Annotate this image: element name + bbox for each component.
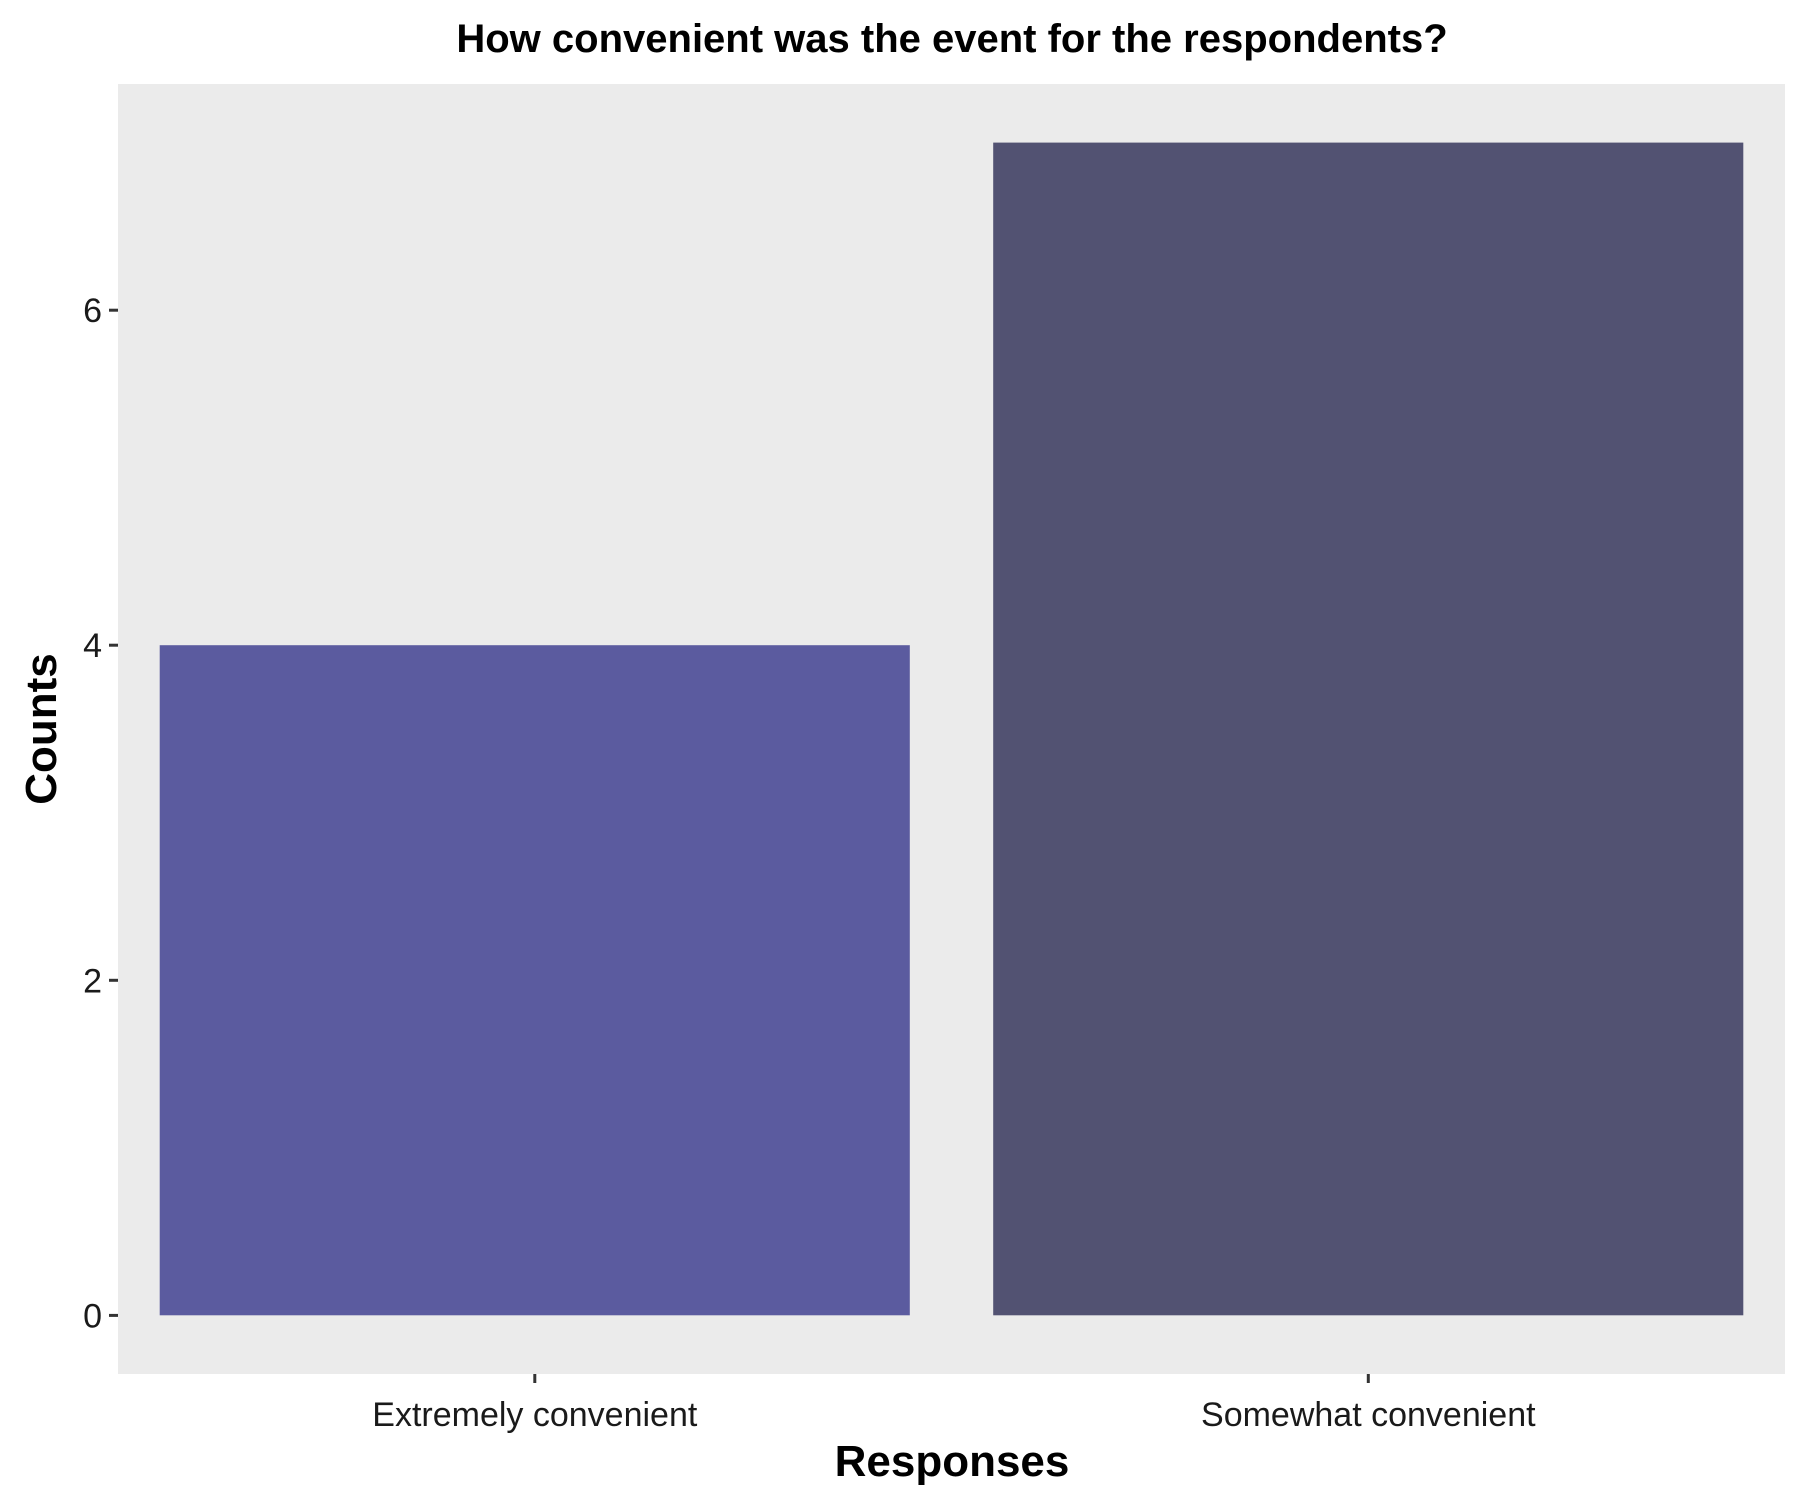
y-tick-label: 4 <box>83 627 102 665</box>
x-axis: Extremely convenient Somewhat convenient <box>372 1374 1536 1434</box>
y-axis: 0 2 4 6 <box>83 292 118 1335</box>
bar-extremely-convenient <box>159 645 910 1316</box>
x-tick-label: Somewhat convenient <box>1201 1396 1536 1434</box>
y-tick-label: 6 <box>83 292 102 330</box>
x-tick-label: Extremely convenient <box>372 1396 698 1434</box>
y-tick-label: 2 <box>83 962 102 1000</box>
bar-somewhat-convenient <box>993 142 1744 1316</box>
y-axis-title: Counts <box>17 653 66 805</box>
x-axis-title: Responses <box>835 1437 1070 1486</box>
bars-layer <box>159 142 1744 1316</box>
y-tick-label: 0 <box>83 1297 102 1335</box>
chart-title: How convenient was the event for the res… <box>456 17 1447 61</box>
